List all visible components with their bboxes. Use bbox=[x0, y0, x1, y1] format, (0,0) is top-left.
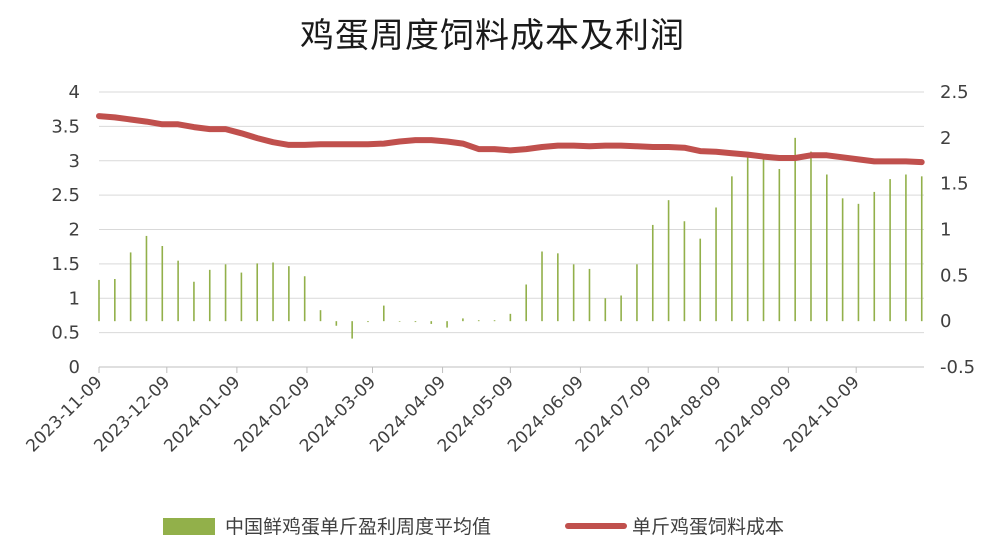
left-tick-label: 1 bbox=[69, 288, 80, 309]
bar bbox=[446, 321, 448, 328]
right-tick-label: 1 bbox=[940, 220, 951, 241]
bar bbox=[541, 251, 543, 322]
right-axis-ticks: -0.5 0 0.5 1 1.5 2 2.5 bbox=[940, 82, 975, 378]
left-tick-label: 3.5 bbox=[51, 116, 80, 137]
bar bbox=[224, 264, 227, 322]
legend: 中国鲜鸡蛋单斤盈利周度平均值 单斤鸡蛋饲料成本 bbox=[163, 516, 784, 538]
left-axis-ticks: 0 0.5 1 1.5 2 2.5 3 3.5 4 bbox=[51, 82, 80, 378]
right-tick-label: -0.5 bbox=[940, 357, 975, 378]
bar bbox=[667, 200, 670, 322]
chart-title: 鸡蛋周度饲料成本及利润 bbox=[300, 16, 685, 56]
bar bbox=[240, 272, 243, 322]
bar bbox=[557, 253, 559, 322]
bar bbox=[841, 198, 844, 322]
bar bbox=[778, 169, 781, 322]
line-series-cost bbox=[96, 113, 925, 166]
left-tick-label: 4 bbox=[69, 82, 80, 103]
bar bbox=[683, 221, 686, 322]
bar-series bbox=[98, 137, 923, 339]
bar bbox=[857, 203, 860, 322]
gridlines bbox=[99, 91, 924, 334]
left-tick-label: 0.5 bbox=[51, 323, 80, 344]
bar bbox=[905, 174, 907, 322]
bar bbox=[367, 321, 369, 323]
left-tick-label: 3 bbox=[69, 151, 80, 172]
bar bbox=[746, 156, 749, 322]
bar bbox=[98, 279, 100, 322]
legend-label-profit: 中国鲜鸡蛋单斤盈利周度平均值 bbox=[225, 516, 491, 538]
bar bbox=[462, 318, 464, 322]
bar bbox=[145, 235, 148, 322]
legend-swatch-profit bbox=[163, 518, 215, 535]
bar bbox=[920, 176, 923, 322]
bar bbox=[636, 264, 638, 322]
bar bbox=[272, 262, 274, 322]
bar bbox=[398, 321, 401, 322]
bar bbox=[873, 191, 876, 322]
bar bbox=[161, 246, 164, 322]
left-tick-label: 0 bbox=[69, 357, 80, 378]
bar bbox=[177, 260, 179, 322]
bar bbox=[525, 284, 527, 322]
bar bbox=[604, 298, 607, 322]
bar bbox=[493, 320, 496, 322]
right-tick-label: 2.5 bbox=[940, 82, 969, 103]
bar bbox=[193, 281, 195, 322]
bar bbox=[731, 176, 733, 322]
right-tick-label: 0 bbox=[940, 311, 951, 332]
bar bbox=[699, 238, 702, 322]
bar bbox=[477, 320, 480, 322]
bar bbox=[319, 310, 322, 322]
bar bbox=[762, 158, 765, 322]
bar bbox=[208, 269, 211, 322]
bar bbox=[572, 264, 575, 322]
right-tick-label: 0.5 bbox=[940, 265, 969, 286]
bar bbox=[256, 263, 259, 322]
bar bbox=[382, 305, 385, 322]
bar bbox=[129, 252, 132, 322]
legend-label-cost: 单斤鸡蛋饲料成本 bbox=[632, 516, 784, 538]
bar bbox=[351, 321, 353, 339]
bar bbox=[414, 321, 417, 323]
bar bbox=[335, 321, 338, 326]
left-tick-label: 1.5 bbox=[51, 254, 80, 275]
left-tick-label: 2.5 bbox=[51, 185, 80, 206]
right-tick-label: 1.5 bbox=[940, 174, 969, 195]
bar bbox=[303, 276, 306, 322]
bar bbox=[889, 179, 891, 322]
right-tick-label: 2 bbox=[940, 128, 951, 149]
bar bbox=[826, 174, 828, 322]
bar bbox=[288, 266, 290, 322]
bar bbox=[715, 207, 717, 322]
bar bbox=[588, 268, 591, 322]
bar bbox=[810, 151, 812, 322]
left-tick-label: 2 bbox=[69, 220, 80, 241]
bar bbox=[509, 313, 512, 322]
bar bbox=[114, 279, 116, 322]
bar bbox=[430, 321, 433, 324]
bar bbox=[651, 224, 654, 322]
bar bbox=[620, 295, 622, 322]
bar bbox=[794, 137, 796, 322]
x-axis-ticks: 2023-11-092023-12-092024-01-092024-02-09… bbox=[23, 367, 864, 456]
